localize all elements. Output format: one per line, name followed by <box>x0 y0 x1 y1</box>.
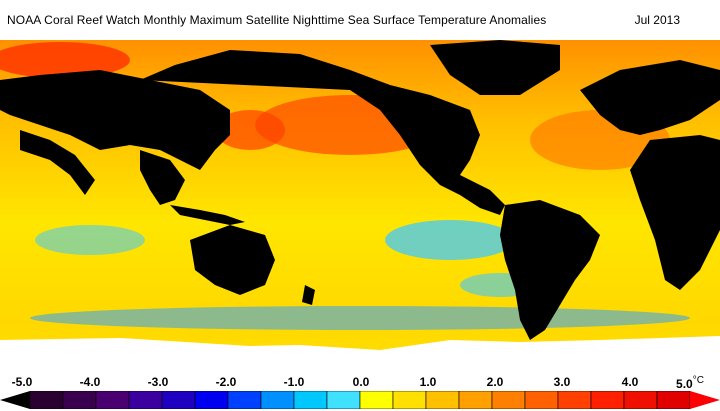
scale-cell <box>458 391 493 409</box>
scale-cell <box>260 391 295 409</box>
scale-cell <box>524 391 559 409</box>
legend: -5.0 -4.0 -3.0 -2.0 -1.0 0.0 1.0 2.0 3.0… <box>0 371 720 411</box>
legend-tick: 3.0 <box>553 375 571 389</box>
legend-tick: -2.0 <box>215 375 237 389</box>
scale-cell <box>392 391 427 409</box>
scale-cell <box>656 391 691 409</box>
map-title: NOAA Coral Reef Watch Monthly Maximum Sa… <box>7 13 547 27</box>
arabia-india <box>20 130 95 195</box>
scale-cell <box>194 391 229 409</box>
cool-anomaly-east-pacific <box>385 220 515 260</box>
scale-cell <box>128 391 163 409</box>
indonesia <box>170 205 245 225</box>
legend-tick: -4.0 <box>79 375 101 389</box>
greenland <box>430 40 560 95</box>
color-scale <box>0 391 720 409</box>
legend-tick: 4.0 <box>621 375 639 389</box>
scale-cell <box>62 391 97 409</box>
cool-anomaly-southern-ocean <box>30 306 690 330</box>
australia <box>190 225 275 295</box>
legend-tick: 2.0 <box>486 375 504 389</box>
legend-tick: -1.0 <box>283 375 305 389</box>
scale-cell <box>326 391 361 409</box>
warm-anomaly-arctic <box>0 42 130 78</box>
legend-tick: -3.0 <box>147 375 169 389</box>
scale-cell <box>29 391 64 409</box>
legend-unit: °C <box>692 375 704 386</box>
southeast-asia <box>140 150 185 205</box>
antarctica <box>0 336 720 371</box>
scale-cell <box>359 391 394 409</box>
scale-cell <box>95 391 130 409</box>
legend-tick-max: 5.0°C <box>676 375 704 391</box>
scale-cells <box>29 391 691 409</box>
scale-cell <box>161 391 196 409</box>
warm-anomaly-japan-sea <box>215 110 285 150</box>
title-bar: NOAA Coral Reef Watch Monthly Maximum Sa… <box>0 0 720 40</box>
map-date: Jul 2013 <box>634 13 680 27</box>
scale-cell <box>491 391 526 409</box>
scale-cell <box>623 391 658 409</box>
south-america <box>500 200 600 340</box>
scale-cell <box>557 391 592 409</box>
scale-cell <box>293 391 328 409</box>
legend-tick: -5.0 <box>11 375 33 389</box>
africa <box>630 135 720 290</box>
sst-anomaly-map <box>0 40 720 371</box>
scale-arrow-right <box>690 391 720 409</box>
legend-tick-value: 5.0 <box>676 377 693 391</box>
legend-tick: 0.0 <box>352 375 370 389</box>
scale-cell <box>590 391 625 409</box>
new-zealand <box>302 285 315 305</box>
scale-cell <box>227 391 262 409</box>
cool-anomaly-indian-ocean <box>35 225 145 255</box>
scale-arrow-left <box>0 391 30 409</box>
legend-tick: 1.0 <box>419 375 437 389</box>
asia-west <box>0 70 230 170</box>
scale-cell <box>425 391 460 409</box>
north-america <box>140 50 505 215</box>
europe-asia <box>580 60 720 135</box>
